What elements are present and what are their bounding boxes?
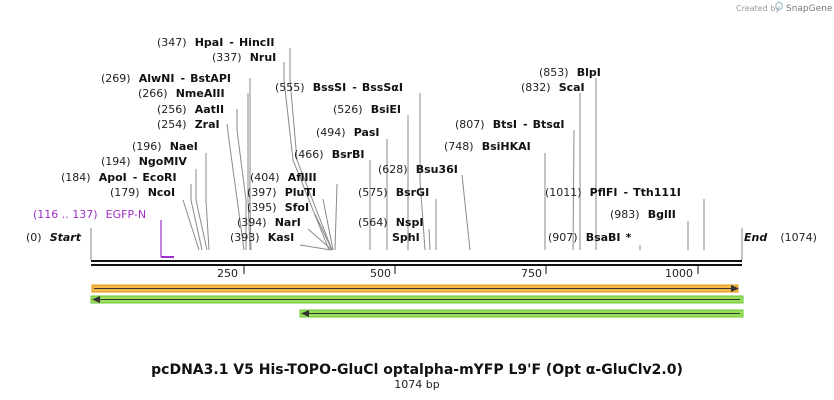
- site-line-afliii: [334, 183, 338, 251]
- orf-reverse-1: [90, 295, 744, 304]
- site-label-nmeaiii: (266) NmeAIII: [138, 82, 225, 101]
- site-label-scai: (832) ScaI: [521, 76, 585, 95]
- feature-egfp-n: (116 .. 137) EGFP-N: [33, 203, 174, 258]
- site-line-sfoi: [314, 213, 333, 251]
- site-line-zrai: [226, 123, 245, 251]
- orf-reverse-1-arrowhead-icon: [92, 296, 100, 303]
- orf-arrows: [90, 284, 744, 318]
- site-label-bsssi: (555) BssSI - BssSαI: [275, 76, 403, 95]
- credit-brand: SnapGene: [786, 4, 833, 14]
- site-label-afliii: (404) AflIII: [250, 166, 317, 185]
- site-label-bsabi: (907) BsaBI *: [548, 226, 632, 245]
- site-label-zrai: (254) ZraI: [157, 113, 220, 132]
- site-label-bglii: (983) BglII: [610, 203, 676, 222]
- site-line-btsi: [572, 129, 575, 251]
- site-line-apoi: [190, 184, 203, 251]
- site-label-ngomiv: (194) NgoMIV: [101, 150, 187, 169]
- site-label-bsihkai: (748) BsiHKAI: [444, 135, 531, 154]
- site-label-nrui: (337) NruI: [212, 46, 276, 65]
- site-label-nari: (394) NarI: [237, 211, 301, 230]
- site-label-alwni: (269) AlwNI - BstAPI: [101, 67, 231, 86]
- credit-created-by: Created by: [736, 4, 780, 13]
- site-label-bsiei: (526) BsiEI: [333, 98, 401, 117]
- site-label-hpai: (347) HpaI - HincII: [157, 31, 274, 50]
- end-label: End (1074): [744, 226, 817, 245]
- site-label-pasi: (494) PasI: [316, 121, 380, 140]
- site-label-apoi: (184) ApoI - EcoRI: [61, 166, 177, 185]
- site-line-bsssi: [419, 93, 426, 251]
- site-label-ncoi: (179) NcoI: [110, 181, 175, 200]
- site-line-ncoi: [182, 199, 200, 251]
- ruler-label-1000: 1000: [665, 267, 693, 280]
- orf-forward-1-arrowhead-icon: [731, 285, 739, 292]
- site-line-pluti: [322, 198, 334, 251]
- map-title: pcDNA3.1 V5 His-TOPO-GluCl optalpha-mYFP…: [151, 362, 683, 378]
- site-line-alwni: [249, 78, 252, 251]
- site-line-nspi: [428, 228, 431, 251]
- site-label-bsrgi: (575) BsrGI: [358, 181, 429, 200]
- site-labels: (347) HpaI - HincII (337) NruI (269) AlwN…: [61, 31, 681, 245]
- ruler-label-750: 750: [521, 267, 542, 280]
- start-label: (0) Start: [26, 226, 82, 245]
- site-label-nspi: (564) NspI: [358, 211, 423, 230]
- orf-forward-1: [91, 284, 739, 293]
- site-line-nmeaiii: [247, 93, 251, 251]
- orf-reverse-2: [299, 309, 744, 318]
- site-label-pflfi: (1011) PflFI - Tth111I: [545, 181, 681, 200]
- site-line-bsu36i: [461, 174, 471, 251]
- site-line-nari: [307, 228, 333, 251]
- orf-reverse-2-arrowhead-icon: [301, 310, 309, 317]
- site-label-naei: (196) NaeI: [132, 135, 198, 154]
- site-line-hpai: [289, 48, 333, 251]
- ruler: 250 500 750 1000: [217, 266, 699, 280]
- snapgene-logo-icon: [775, 1, 783, 11]
- ruler-label-250: 250: [217, 267, 238, 280]
- site-label-btsi: (807) BtsI - BtsαI: [455, 113, 565, 132]
- site-line-naei: [205, 153, 210, 251]
- site-lines: [90, 48, 743, 260]
- site-label-bsrbi: (466) BsrBI: [294, 143, 365, 162]
- ruler-label-500: 500: [370, 267, 391, 280]
- site-line-ngomiv: [195, 169, 208, 251]
- site-label-bsu36i: (628) Bsu36I: [378, 158, 458, 177]
- site-label-pluti: (397) PluTI: [247, 181, 316, 200]
- site-label-sfoi: (395) SfoI: [247, 196, 309, 215]
- site-label-sphi: SphI: [392, 231, 420, 244]
- site-line-aatii: [236, 109, 247, 250]
- site-line-drui: [283, 62, 330, 251]
- sequence-backbone: [91, 260, 742, 266]
- site-label-aatii: (256) AatII: [157, 98, 224, 117]
- map-subtitle: 1074 bp: [394, 378, 439, 391]
- site-line-kasi: [299, 244, 332, 251]
- feature-label-egfp-n: (116 .. 137) EGFP-N: [33, 203, 146, 222]
- site-label-blpi: (853) BlpI: [539, 61, 601, 80]
- site-label-kasi: (393) KasI: [230, 226, 294, 245]
